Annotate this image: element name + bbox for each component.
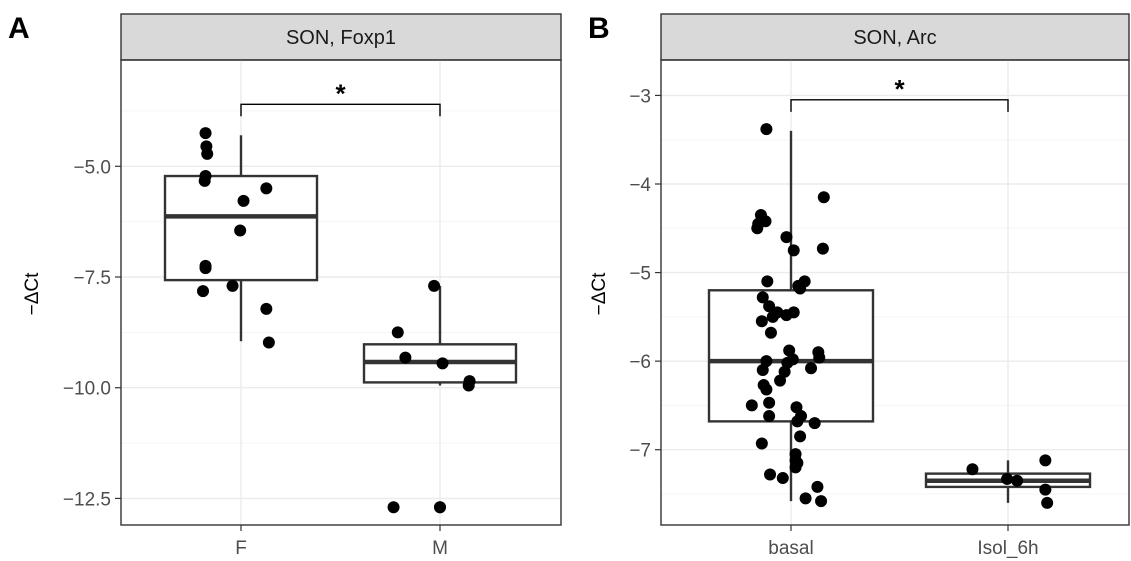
data-point [234, 224, 247, 237]
data-point [391, 326, 404, 339]
data-point [1039, 454, 1052, 467]
data-point [760, 123, 773, 136]
data-point [436, 357, 449, 370]
data-point [1039, 483, 1052, 496]
data-point [201, 147, 214, 160]
data-point [434, 501, 446, 514]
data-point [262, 336, 275, 349]
data-point [237, 194, 250, 207]
y-tick-label: −7 [629, 441, 651, 462]
data-point [761, 275, 774, 288]
strip-title-b: SON, Arc [853, 27, 936, 49]
data-point [808, 417, 821, 430]
grid-a [121, 60, 561, 525]
y-axis-label-b: −ΔCt [589, 272, 610, 316]
data-point [463, 375, 476, 388]
panel-border-b [660, 59, 1130, 526]
data-point [755, 437, 768, 450]
data-point [760, 383, 773, 396]
data-point [1011, 474, 1024, 487]
data-point [756, 364, 769, 376]
significance-label: * [335, 78, 346, 108]
strip-title-a: SON, Foxp1 [286, 27, 396, 49]
y-ticks-b: −7 −6 −5 −4 −3 [629, 86, 661, 462]
data-point [791, 457, 804, 469]
data-point [199, 259, 212, 272]
data-point [197, 285, 209, 298]
panel-tag-b: B [588, 12, 610, 45]
data-point [787, 244, 800, 257]
data-point [763, 410, 776, 423]
data-point [751, 222, 764, 235]
y-tick-label: −4 [629, 175, 651, 196]
data-point [787, 306, 800, 319]
y-tick-label: −5 [629, 264, 651, 285]
data-point [764, 468, 777, 481]
y-tick-label: −10.0 [63, 379, 111, 400]
data-point [755, 315, 768, 328]
data-point [226, 279, 239, 292]
y-tick-label: −12.5 [63, 489, 111, 510]
data-point [745, 399, 758, 412]
data-point [771, 306, 784, 319]
significance-bracket [790, 99, 1009, 112]
panel-tag-a: A [8, 12, 30, 45]
data-point [791, 415, 804, 428]
significance-bracket [240, 103, 441, 117]
data-point [428, 279, 441, 292]
x-tick-label: F [235, 538, 247, 559]
data-point [966, 463, 979, 476]
data-point [805, 362, 818, 375]
data-point [1001, 472, 1014, 485]
panel-border-a [120, 59, 562, 526]
data-point [764, 326, 777, 339]
x-ticks-b: basal Isol_6h [768, 525, 1039, 559]
data-point [763, 396, 776, 409]
data-point [774, 374, 787, 387]
x-tick-label: basal [768, 538, 813, 559]
y-tick-label: −7.5 [73, 268, 111, 289]
strip-background-a [120, 13, 562, 61]
data-point [790, 401, 803, 414]
x-tick-label: Isol_6h [977, 538, 1038, 559]
panel-b: B SON, Arc −7 −6 −5 −4 −3 basal Isol_6h * −ΔC… [588, 12, 1130, 559]
data-point [776, 472, 789, 485]
data-point [199, 127, 212, 140]
points-a [197, 127, 476, 514]
strip-background-b [660, 13, 1130, 61]
data-point [387, 501, 400, 514]
data-point [763, 300, 776, 313]
data-point [1041, 496, 1054, 509]
data-point [816, 242, 829, 255]
data-point [799, 492, 812, 505]
significance-a: * [240, 78, 441, 117]
data-point [794, 282, 807, 295]
x-tick-label: M [432, 538, 448, 559]
data-point [260, 182, 273, 195]
data-point [815, 495, 828, 508]
data-point [198, 174, 211, 187]
data-point [759, 215, 772, 228]
y-tick-label: −6 [629, 352, 651, 373]
data-point [817, 191, 830, 204]
data-point [780, 231, 793, 244]
points-b [745, 123, 1054, 509]
data-point [778, 365, 791, 378]
boxes-a [163, 135, 518, 514]
data-point [399, 351, 412, 364]
data-point [756, 291, 769, 304]
y-ticks-a: −12.5 −10.0 −7.5 −5.0 [63, 157, 121, 510]
significance-b: * [790, 74, 1009, 112]
data-point [813, 351, 826, 364]
data-point [794, 430, 807, 443]
y-tick-label: −5.0 [73, 157, 111, 178]
y-tick-label: −3 [629, 86, 651, 107]
data-point [260, 302, 273, 315]
data-point [811, 480, 824, 493]
significance-label: * [894, 74, 905, 104]
y-axis-label-a: −ΔCt [22, 272, 43, 316]
